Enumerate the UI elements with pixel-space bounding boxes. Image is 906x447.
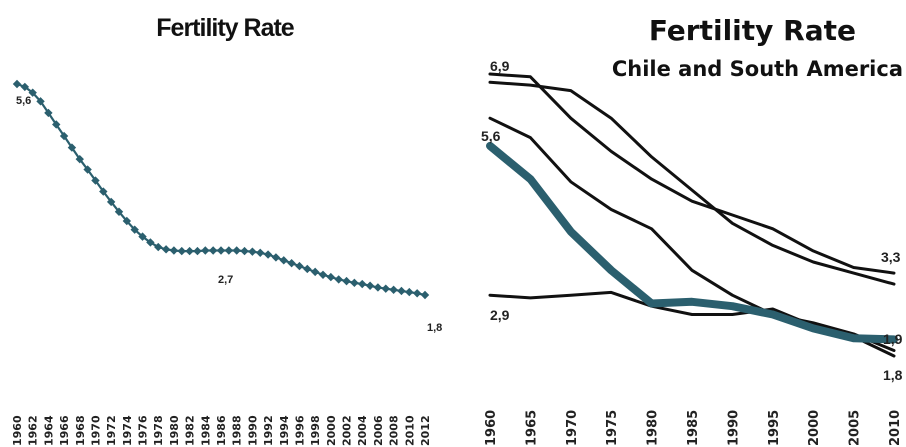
right-data-label: 5,6 <box>481 128 501 144</box>
left-x-tick-label: 1986 <box>215 415 228 446</box>
left-x-tick-label: 1984 <box>199 415 212 446</box>
left-x-tick-label: 1960 <box>11 415 24 446</box>
left-data-point <box>303 265 311 273</box>
left-data-point <box>185 247 193 255</box>
left-data-point <box>350 279 358 287</box>
left-x-tick-label: 1964 <box>42 415 55 446</box>
right-x-tick-label: 2000 <box>807 410 822 446</box>
left-x-tick-label: 1990 <box>246 415 259 446</box>
left-data-point <box>389 286 397 294</box>
left-x-tick-label: 1996 <box>293 415 306 446</box>
right-data-label: 1,8 <box>883 367 903 383</box>
left-data-point <box>240 247 248 255</box>
left-data-point <box>280 256 288 264</box>
left-data-point <box>225 246 233 254</box>
right-x-tick-label: 1970 <box>565 410 580 446</box>
right-x-tick-label: 1990 <box>726 410 741 446</box>
left-data-point <box>342 277 350 285</box>
left-data-point <box>272 253 280 261</box>
left-data-label: 5,6 <box>16 95 31 107</box>
left-x-tick-label: 1994 <box>278 415 291 446</box>
left-x-tick-label: 1972 <box>105 415 118 446</box>
right-x-tick-label: 1980 <box>646 410 661 446</box>
left-data-point <box>162 245 170 253</box>
right-x-tick-label: 1975 <box>605 410 620 446</box>
right-x-tick-label: 1960 <box>484 410 499 446</box>
left-chart-svg: 1960 1962 1964 1966 1968 1970 1972 1974 1976 1978… <box>0 0 450 447</box>
left-x-tick-label: 1962 <box>27 415 40 446</box>
left-data-point <box>201 246 209 254</box>
left-data-point <box>311 268 319 276</box>
left-data-point <box>366 282 374 290</box>
left-data-point <box>382 284 390 292</box>
left-series-line <box>17 84 425 295</box>
left-data-label: 2,7 <box>218 274 233 286</box>
left-data-point <box>170 246 178 254</box>
left-data-point <box>13 80 21 88</box>
left-x-tick-label: 1974 <box>121 415 134 446</box>
left-data-point <box>248 247 256 255</box>
left-data-point <box>209 246 217 254</box>
left-data-point <box>295 262 303 270</box>
right-data-label: 6,9 <box>490 58 510 74</box>
left-chart-panel: Fertility Rate 1960 1962 1964 1966 1968 1970 1… <box>0 0 450 447</box>
left-x-tick-label: 1970 <box>89 415 102 446</box>
right-data-label: 1,9 <box>883 331 903 347</box>
right-x-tick-label: 2005 <box>848 410 863 446</box>
left-x-tick-label: 1968 <box>74 415 87 446</box>
left-data-point <box>287 259 295 267</box>
left-x-tick-label: 1998 <box>309 415 322 446</box>
left-x-tick-label: 1980 <box>168 415 181 446</box>
left-x-tick-label: 1982 <box>184 415 197 446</box>
right-data-label: 2,9 <box>490 307 510 323</box>
left-data-point <box>334 275 342 283</box>
left-data-point <box>358 280 366 288</box>
right-x-tick-label: 1995 <box>767 410 782 446</box>
left-data-point <box>405 288 413 296</box>
left-data-point <box>256 249 264 257</box>
right-highlight-series-line <box>490 146 894 340</box>
left-x-tick-label: 1966 <box>58 415 71 446</box>
left-x-tick-label: 2010 <box>403 415 416 446</box>
left-x-tick-label: 1992 <box>262 415 275 446</box>
left-data-point <box>421 291 429 299</box>
right-series-line <box>490 82 894 284</box>
right-x-tick-label: 2010 <box>888 410 903 446</box>
left-x-tick-label: 2006 <box>372 415 385 446</box>
left-x-tick-label: 2008 <box>388 415 401 446</box>
left-data-point <box>264 250 272 258</box>
left-data-point <box>327 273 335 281</box>
left-x-tick-label: 2004 <box>356 415 369 446</box>
left-x-tick-label: 1988 <box>231 415 244 446</box>
left-data-label: 1,8 <box>427 322 442 334</box>
left-data-point <box>413 289 421 297</box>
right-chart-svg: 1960 1965 1970 1975 1980 1985 1990 1995 2000 2005… <box>455 0 906 447</box>
left-x-tick-label: 1976 <box>137 415 150 446</box>
right-series-line <box>490 74 894 273</box>
left-data-point <box>319 271 327 279</box>
right-chart-panel: Fertility Rate Chile and South America 1… <box>455 0 906 447</box>
left-x-tick-label: 1978 <box>152 415 165 446</box>
left-x-tick-label: 2012 <box>419 415 432 446</box>
left-data-point <box>178 247 186 255</box>
left-data-point <box>232 246 240 254</box>
left-x-tick-label: 2002 <box>341 415 354 446</box>
left-data-point <box>374 283 382 291</box>
right-data-label: 3,3 <box>881 249 901 265</box>
left-data-point <box>193 247 201 255</box>
left-data-point <box>217 246 225 254</box>
right-x-tick-label: 1965 <box>524 410 539 446</box>
left-data-point <box>397 287 405 295</box>
right-x-tick-label: 1985 <box>686 410 701 446</box>
left-x-tick-label: 2000 <box>325 415 338 446</box>
